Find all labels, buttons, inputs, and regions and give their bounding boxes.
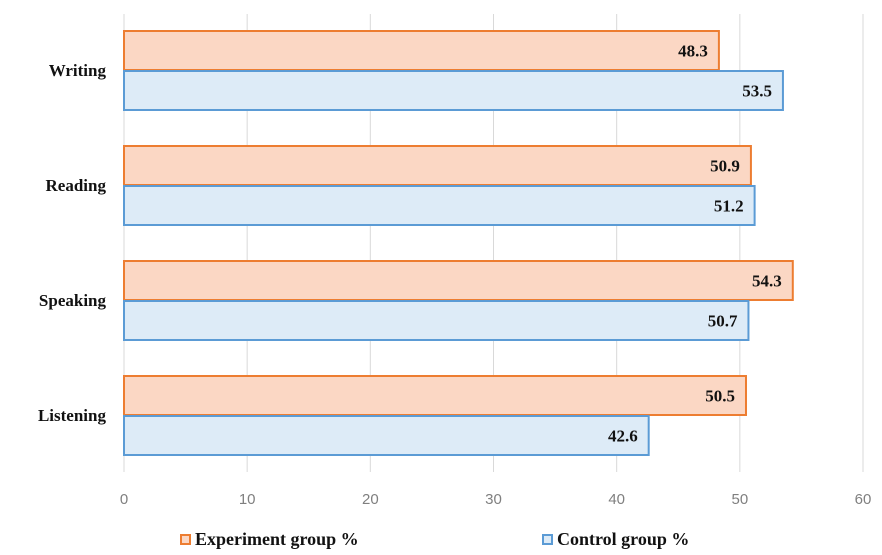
data-label-control-group-speaking: 50.7 (708, 312, 738, 331)
data-label-experiment-group-listening: 50.5 (705, 387, 735, 406)
legend-experiment: Experiment group % (180, 527, 359, 551)
category-label-listening: Listening (38, 406, 107, 425)
data-label-control-group-writing: 53.5 (742, 82, 772, 101)
legend-swatch-experiment (180, 533, 191, 545)
legend-control: Control group % (542, 527, 689, 551)
x-tick-label: 40 (608, 491, 625, 508)
data-label-control-group-reading: 51.2 (714, 197, 744, 216)
bars (123, 30, 794, 456)
legend-label-control: Control group % (557, 528, 690, 549)
data-labels: 48.3 53.5 50.9 51.2 54.3 50.7 50.5 42.6 (608, 42, 782, 446)
bar-experiment-group-reading (123, 145, 752, 186)
x-tick-label: 50 (731, 491, 748, 508)
data-label-control-group-listening: 42.6 (608, 427, 638, 446)
legend-label-experiment: Experiment group % (195, 528, 359, 549)
value-axis: 0 10 20 30 40 50 60 (120, 491, 872, 508)
x-tick-label: 0 (120, 491, 128, 508)
category-axis: Writing Reading Speaking Listening (38, 61, 107, 425)
category-label-reading: Reading (46, 176, 107, 195)
bar-control-group-reading (123, 185, 756, 226)
x-tick-label: 10 (239, 491, 256, 508)
x-tick-label: 30 (485, 491, 502, 508)
data-label-experiment-group-speaking: 54.3 (752, 272, 782, 291)
legend-swatch-control (542, 533, 553, 545)
data-label-experiment-group-reading: 50.9 (710, 157, 740, 176)
x-tick-label: 20 (362, 491, 379, 508)
category-label-writing: Writing (49, 61, 107, 80)
x-tick-label: 60 (855, 491, 872, 508)
bar-control-group-speaking (123, 300, 750, 341)
bar-experiment-group-speaking (123, 260, 794, 301)
data-label-experiment-group-writing: 48.3 (678, 42, 708, 61)
bar-control-group-listening (123, 415, 650, 456)
bar-experiment-group-writing (123, 30, 720, 71)
bar-control-group-writing (123, 70, 784, 111)
bar-experiment-group-listening (123, 375, 747, 416)
category-label-speaking: Speaking (39, 291, 107, 310)
